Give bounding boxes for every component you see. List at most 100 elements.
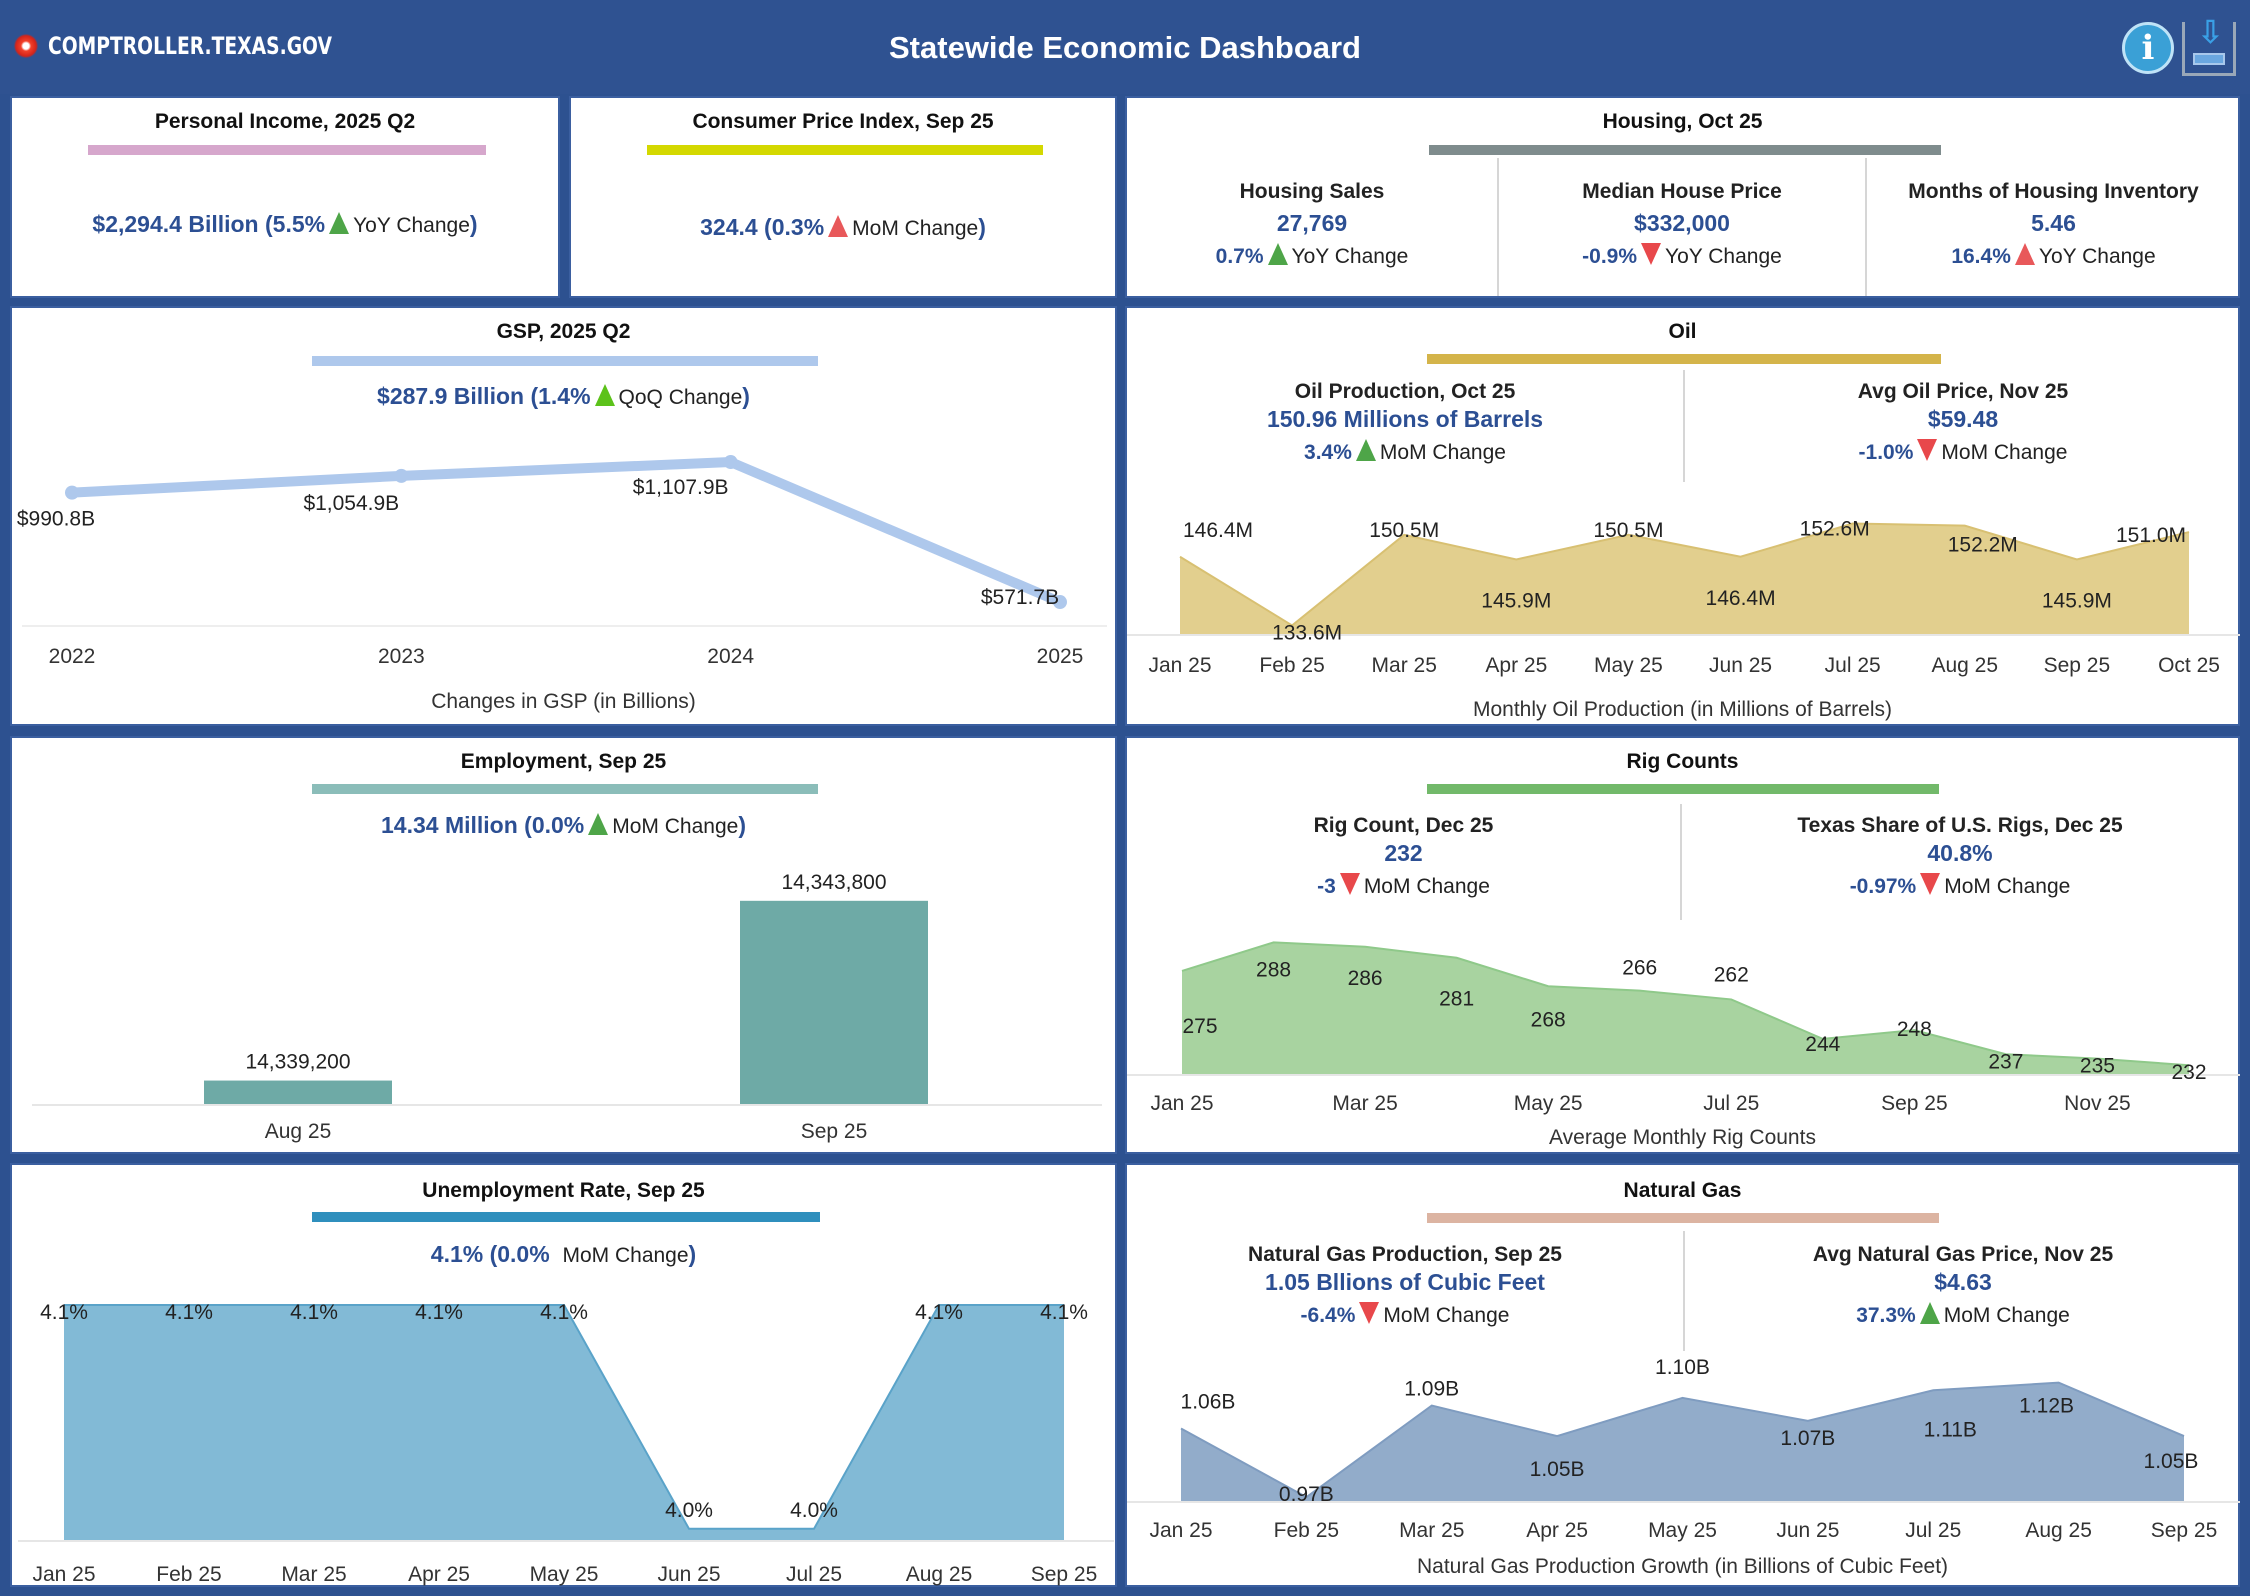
data-label: 14,343,800 <box>781 871 886 894</box>
rig-counts-card: Rig Counts Rig Count, Dec 25 232 -3 MoM C… <box>1125 736 2240 1154</box>
paren: ) <box>742 383 750 409</box>
up-arrow-icon <box>1355 439 1376 461</box>
info-icon[interactable]: i <box>2122 22 2174 74</box>
unemployment-card: Unemployment Rate, Sep 25 4.1% (0.0% MoM… <box>10 1163 1117 1587</box>
card-accent-bar <box>1427 784 1939 794</box>
metric-title: Rig Count, Dec 25 <box>1313 814 1494 837</box>
card-title: GSP, 2025 Q2 <box>496 320 631 343</box>
gas-area-chart: 1.06B 0.97B 1.09B 1.05B 1.10B 1.07B 1.11B 1.12B… <box>1127 1356 2240 1542</box>
data-label: 1.11B <box>1924 1418 1977 1441</box>
gas-production-metric: Natural Gas Production, Sep 25 1.05 Blli… <box>1127 1243 1683 1328</box>
data-label: 288 <box>1256 958 1291 981</box>
x-tick-label: Sep 25 <box>801 1120 868 1143</box>
data-label: 266 <box>1622 957 1657 980</box>
x-tick-label: Apr 25 <box>1485 654 1547 677</box>
x-tick-label: Jan 25 <box>1148 654 1211 677</box>
change-label: YoY Change <box>2038 245 2156 268</box>
data-label: 150.5M <box>1369 519 1439 542</box>
x-axis-title: Natural Gas Production Growth (in Billio… <box>1416 1555 1949 1578</box>
data-label: 4.1% <box>540 1301 588 1324</box>
page-title: Statewide Economic Dashboard <box>889 30 1361 65</box>
data-label: 145.9M <box>2042 589 2112 612</box>
area-fill <box>1180 523 2189 634</box>
x-tick-label: Jun 25 <box>657 1563 720 1586</box>
change-label: MoM Change <box>612 815 739 838</box>
card-title: Unemployment Rate, Sep 25 <box>422 1179 705 1202</box>
data-label: 275 <box>1182 1015 1217 1038</box>
change-label: MoM Change <box>1943 1304 2070 1327</box>
metric-title: Housing Sales <box>1239 180 1385 203</box>
data-label: 4.0% <box>790 1499 838 1522</box>
area-fill <box>64 1305 1064 1540</box>
x-tick-label: Aug 25 <box>906 1563 973 1586</box>
housing-card: Housing, Oct 25 Housing Sales 27,769 0.7… <box>1125 96 2240 298</box>
kpi-line: $287.9 Billion (1.4% QoQ Change) <box>12 383 1115 410</box>
up-arrow-icon <box>594 384 615 406</box>
data-label: 244 <box>1805 1033 1840 1056</box>
kpi-value: 4.1% (0.0% <box>430 1241 550 1267</box>
x-axis-title: Average Monthly Rig Counts <box>1549 1126 1816 1149</box>
x-tick-label: Sep 25 <box>1881 1092 1948 1115</box>
metric-value: $59.48 <box>1927 406 1999 432</box>
metric-value: 1.05 Bllions of Cubic Feet <box>1265 1269 1545 1295</box>
gas-price-metric: Avg Natural Gas Price, Nov 25 $4.63 37.3… <box>1685 1243 2241 1328</box>
divider <box>1865 158 1867 296</box>
housing-sales-metric: Housing Sales 27,769 0.7% YoY Change <box>1127 180 1497 269</box>
data-label: 14,339,200 <box>245 1051 350 1074</box>
x-tick-label: Jan 25 <box>1149 1519 1212 1542</box>
kpi-line: 324.4 (0.3% MoM Change) <box>571 214 1115 241</box>
card-title: Rig Counts <box>1626 750 1739 773</box>
data-label: 146.4M <box>1183 519 1253 542</box>
x-tick-label: Aug 25 <box>265 1120 332 1143</box>
oil-production-metric: Oil Production, Oct 25 150.96 Millions o… <box>1127 380 1683 465</box>
x-tick-label: Mar 25 <box>1332 1092 1397 1115</box>
card-title: Oil <box>1668 320 1697 343</box>
x-tick-label: Mar 25 <box>1399 1519 1464 1542</box>
texas-share-metric: Texas Share of U.S. Rigs, Dec 25 40.8% -… <box>1682 814 2238 899</box>
data-label: $990.8B <box>17 508 95 531</box>
change-label: YoY Change <box>1291 245 1409 268</box>
data-label: 145.9M <box>1481 589 1551 612</box>
up-arrow-icon <box>588 813 609 835</box>
comptroller-logo[interactable]: COMPTROLLER.TEXAS.GOV <box>14 32 412 60</box>
data-label: 1.05B <box>1530 1458 1585 1481</box>
data-label: 4.1% <box>915 1301 963 1324</box>
data-label: 237 <box>1988 1050 2023 1073</box>
x-tick-label: Mar 25 <box>281 1563 346 1586</box>
down-arrow-icon <box>1359 1302 1380 1324</box>
data-label: 1.06B <box>1181 1390 1236 1413</box>
down-arrow-icon <box>1920 873 1941 895</box>
metric-title: Natural Gas Production, Sep 25 <box>1248 1243 1562 1266</box>
x-tick-label: Nov 25 <box>2064 1092 2131 1115</box>
card-title: Employment, Sep 25 <box>460 750 667 773</box>
gsp-card: GSP, 2025 Q2 $287.9 Billion (1.4% QoQ Cha… <box>10 306 1117 726</box>
metric-value: 40.8% <box>1927 840 1993 866</box>
metric-change: -0.9% <box>1582 245 1638 268</box>
gsp-line <box>67 457 1065 608</box>
employment-bar-chart: 14,339,200 Aug 25 14,343,800 Sep 25 <box>32 871 1102 1143</box>
x-tick-label: Jan 25 <box>32 1563 95 1586</box>
change-label: MoM Change <box>1363 875 1490 898</box>
x-tick-label: 2022 <box>49 645 96 668</box>
metric-title: Texas Share of U.S. Rigs, Dec 25 <box>1797 814 2123 837</box>
star-icon <box>14 34 38 58</box>
divider <box>1497 158 1499 296</box>
x-tick-label: 2023 <box>378 645 425 668</box>
metric-value: 27,769 <box>1276 210 1348 236</box>
data-label: 1.05B <box>2144 1450 2199 1473</box>
paren: ) <box>688 1241 697 1267</box>
x-tick-label: 2024 <box>707 645 754 668</box>
data-label: $1,054.9B <box>303 492 399 515</box>
metric-change: -6.4% <box>1300 1304 1356 1327</box>
download-icon[interactable]: ⇩ <box>2182 16 2236 76</box>
data-label: 235 <box>2080 1055 2115 1078</box>
x-tick-label: Jul 25 <box>1825 654 1881 677</box>
card-accent-bar <box>312 1212 820 1222</box>
arrow-down-icon: ⇩ <box>2197 14 2224 50</box>
kpi-value: $287.9 Billion (1.4% <box>377 383 591 409</box>
employment-card: Employment, Sep 25 14.34 Million (0.0% Mo… <box>10 736 1117 1154</box>
data-label: 286 <box>1348 967 1383 990</box>
data-label: 151.0M <box>2116 524 2186 547</box>
x-tick-label: Jun 25 <box>1776 1519 1839 1542</box>
data-label: 4.0% <box>665 1499 713 1522</box>
